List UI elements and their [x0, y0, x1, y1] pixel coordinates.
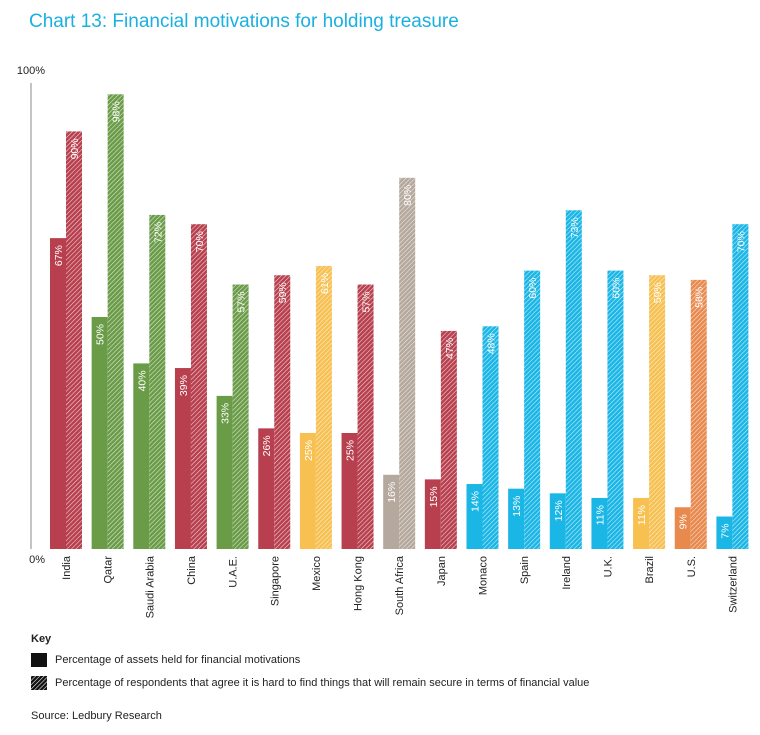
- category-label: South Africa: [394, 555, 406, 615]
- bar-value-label: 25%: [303, 440, 315, 461]
- bar-value-label: 7%: [719, 524, 731, 539]
- chart-title: Chart 13: Financial motivations for hold…: [29, 11, 459, 32]
- category-label: Hong Kong: [353, 556, 365, 611]
- bar-value-label: 72%: [152, 222, 164, 243]
- bar-value-label: 13%: [511, 496, 523, 517]
- bar-value-label: 33%: [220, 403, 232, 424]
- category-label: Mexico: [311, 556, 323, 591]
- bar-hatched-13: [607, 270, 624, 549]
- bar-solid-5: [258, 428, 275, 549]
- y-tick-label-min: 0%: [29, 554, 45, 566]
- bar-solid-8: [383, 474, 400, 549]
- bar-hatched-15: [690, 279, 707, 549]
- bar-hatched-1: [107, 94, 124, 549]
- category-label: U.A.E.: [228, 556, 240, 588]
- category-label: Qatar: [103, 556, 115, 584]
- bar-value-label: 50%: [95, 324, 107, 345]
- bar-solid-3: [174, 368, 191, 549]
- key-item-solid: Percentage of assets held for financial …: [31, 653, 300, 667]
- bar-solid-13: [591, 497, 608, 549]
- bar-value-label: 80%: [402, 185, 414, 206]
- bar-hatched-11: [524, 270, 541, 549]
- category-label: Brazil: [644, 556, 656, 584]
- bar-value-label: 15%: [428, 486, 440, 507]
- bar-hatched-10: [482, 326, 499, 549]
- bar-value-label: 98%: [111, 101, 123, 122]
- category-label: Singapore: [269, 556, 281, 606]
- category-label: U.S.: [686, 556, 698, 577]
- bar-solid-1: [91, 317, 108, 549]
- bar-solid-15: [674, 507, 691, 549]
- bar-solid-12: [549, 493, 566, 549]
- bar-value-label: 70%: [735, 231, 747, 252]
- bar-solid-9: [424, 479, 441, 549]
- bar-hatched-8: [399, 177, 416, 550]
- bar-solid-0: [50, 238, 66, 549]
- category-label: Switzerland: [727, 556, 739, 613]
- bar-hatched-0: [66, 131, 82, 549]
- key-item-hatched: Percentage of respondents that agree it …: [31, 676, 589, 690]
- bar-value-label: 14%: [470, 491, 482, 512]
- bar-value-label: 61%: [319, 273, 331, 294]
- bar-chart: 100% 0% 67% 90% India 50% 98% Qatar 40% 72% Saudi …: [17, 65, 749, 618]
- bar-solid-14: [633, 497, 650, 549]
- bar-value-label: 59%: [277, 282, 289, 303]
- hatched-swatch-icon: [31, 676, 47, 690]
- bar-value-label: 60%: [610, 278, 622, 299]
- bar-hatched-9: [440, 330, 457, 549]
- bar-value-label: 40%: [136, 370, 148, 391]
- bar-value-label: 70%: [194, 231, 206, 252]
- bar-value-label: 57%: [236, 292, 248, 313]
- category-label: U.K.: [602, 556, 614, 577]
- bar-value-label: 9%: [678, 514, 690, 529]
- category-label: Ireland: [561, 556, 573, 590]
- solid-swatch-icon: [31, 653, 47, 667]
- bar-value-label: 12%: [553, 500, 565, 521]
- bar-value-label: 57%: [361, 292, 373, 313]
- bar-value-label: 58%: [694, 287, 706, 308]
- key-item-solid-label: Percentage of assets held for financial …: [55, 654, 301, 666]
- bar-hatched-7: [357, 284, 374, 549]
- bar-solid-16: [716, 516, 733, 549]
- bar-value-label: 48%: [486, 333, 498, 354]
- bar-value-label: 60%: [527, 278, 539, 299]
- category-label: Saudi Arabia: [144, 555, 156, 618]
- bar-solid-10: [466, 484, 483, 549]
- bar-hatched-12: [565, 210, 582, 549]
- bar-hatched-4: [232, 284, 249, 549]
- bar-value-label: 90%: [69, 138, 81, 159]
- bar-solid-11: [508, 488, 525, 549]
- bar-value-label: 73%: [569, 217, 581, 238]
- source-note: Source: Ledbury Research: [31, 710, 162, 722]
- category-label: China: [186, 555, 198, 585]
- bar-value-label: 67%: [53, 245, 65, 266]
- bar-hatched-5: [274, 275, 291, 549]
- bar-hatched-3: [190, 224, 207, 549]
- bar-value-label: 25%: [345, 440, 357, 461]
- bar-solid-7: [341, 433, 358, 549]
- category-label: Spain: [519, 556, 531, 584]
- category-label: Japan: [436, 556, 448, 586]
- bar-value-label: 16%: [386, 482, 398, 503]
- bar-solid-4: [216, 395, 233, 549]
- bar-value-label: 26%: [261, 435, 273, 456]
- bar-value-label: 59%: [652, 282, 664, 303]
- bar-value-label: 39%: [178, 375, 190, 396]
- bar-solid-2: [133, 363, 150, 549]
- bar-hatched-2: [149, 214, 166, 550]
- category-label: India: [61, 555, 73, 580]
- bar-value-label: 47%: [444, 338, 456, 359]
- bar-hatched-6: [315, 265, 332, 549]
- category-label: Monaco: [478, 556, 490, 595]
- key-title: Key: [31, 633, 52, 645]
- bar-hatched-16: [732, 224, 749, 549]
- bar-value-label: 11%: [636, 505, 648, 525]
- y-tick-label-max: 100%: [17, 65, 45, 77]
- key-item-hatched-label: Percentage of respondents that agree it …: [55, 677, 590, 689]
- bar-solid-6: [299, 433, 316, 549]
- bar-value-label: 11%: [594, 505, 606, 525]
- bar-hatched-14: [649, 275, 666, 549]
